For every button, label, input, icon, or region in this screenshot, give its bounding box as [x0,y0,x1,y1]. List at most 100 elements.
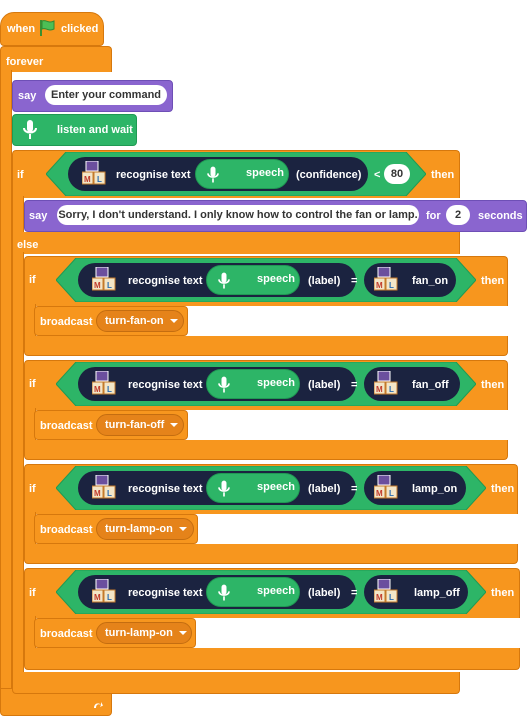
label-field: (label) [308,483,341,495]
microphone-icon [218,272,230,289]
confidence-field: (confidence) [296,169,362,181]
speech-label: speech [257,377,295,389]
equals-operator: = [351,275,358,287]
label-field: (label) [308,379,341,391]
svg-text:M: M [376,385,383,394]
svg-text:L: L [107,593,112,602]
chevron-down-icon [178,631,187,636]
speech-label: speech [257,585,295,597]
svg-text:M: M [376,593,383,602]
message-label: turn-lamp-on [105,523,173,535]
then-label: then [491,483,515,495]
if-label-bottom [24,336,508,356]
speech-label: speech [257,481,295,493]
for-label: for [426,210,441,222]
clicked-label: clicked [61,23,99,35]
broadcast-label: broadcast [40,628,93,640]
chevron-down-icon [178,527,187,532]
svg-text:M: M [84,175,91,184]
speech-dropdown[interactable]: speech [206,265,300,295]
if-confidence-arm [12,196,24,234]
microphone-icon [218,584,230,601]
label-field: (label) [308,275,341,287]
svg-text:M: M [94,489,101,498]
microphone-icon [22,118,38,147]
if-keyword: if [29,378,36,390]
if-label-bottom [24,544,518,564]
recognise-text-label: recognise text [128,275,203,287]
if-keyword: if [29,483,36,495]
speech-dropdown[interactable]: speech [206,473,300,503]
label-value: fan_off [412,379,449,391]
speech-dropdown[interactable]: speech [195,159,289,189]
speech-dropdown[interactable]: speech [206,577,300,607]
chevron-down-icon [169,319,178,324]
broadcast-label: broadcast [40,420,93,432]
message-label: turn-fan-off [105,419,165,431]
microphone-icon [207,166,219,183]
say-text-input[interactable]: Enter your command [45,85,167,105]
equals-operator: = [351,483,358,495]
listen-and-wait-label: listen and wait [57,124,133,136]
equals-operator: = [351,379,358,391]
svg-text:M: M [94,385,101,394]
svg-text:L: L [107,281,112,290]
recognise-text-label: recognise text [128,483,203,495]
less-than-operator: < [374,169,381,181]
label-value: lamp_off [414,587,460,599]
microphone-icon [218,376,230,393]
broadcast-message-dropdown[interactable]: turn-lamp-on [96,518,194,540]
seconds-input[interactable]: 2 [446,205,470,225]
else-label: else [17,239,39,251]
speech-dropdown[interactable]: speech [206,369,300,399]
say-keyword: say [29,210,48,222]
forever-arm [0,70,12,688]
broadcast-message-dropdown[interactable]: turn-lamp-on [96,622,192,644]
microphone-icon [218,480,230,497]
recognise-text-label: recognise text [128,587,203,599]
svg-text:L: L [107,385,112,394]
chevron-down-icon [170,423,179,428]
equals-operator: = [351,587,358,599]
label-value: fan_on [412,275,449,287]
ml-extension-icon: M L [82,161,106,185]
say-sorry-text-input[interactable]: Sorry, I don't understand. I only know h… [57,205,419,225]
svg-text:M: M [94,281,101,290]
seconds-label: seconds [478,210,523,222]
svg-text:L: L [107,489,112,498]
svg-text:L: L [389,489,394,498]
threshold-input[interactable]: 80 [384,164,410,184]
if-keyword: if [29,587,36,599]
green-flag-icon [39,19,55,42]
svg-text:L: L [389,385,394,394]
svg-text:L: L [389,593,394,602]
recognise-text-label: recognise text [128,379,203,391]
broadcast-label: broadcast [40,316,93,328]
speech-label: speech [246,167,284,179]
message-label: turn-fan-on [105,315,164,327]
label-field: (label) [308,587,341,599]
loop-arrow-icon [92,698,104,716]
broadcast-message-dropdown[interactable]: turn-fan-off [96,414,184,436]
forever-label: forever [6,56,44,68]
when-label: when [7,23,36,35]
if-label-bottom [24,648,520,670]
if-keyword: if [29,274,36,286]
listen-and-wait-block[interactable] [12,114,137,146]
broadcast-message-dropdown[interactable]: turn-fan-on [96,310,184,332]
else-bar [12,232,460,254]
forever-block[interactable] [0,46,112,72]
then-label: then [431,169,455,181]
svg-text:L: L [389,281,394,290]
then-label: then [491,587,515,599]
broadcast-label: broadcast [40,524,93,536]
svg-text:M: M [376,489,383,498]
speech-label: speech [257,273,295,285]
